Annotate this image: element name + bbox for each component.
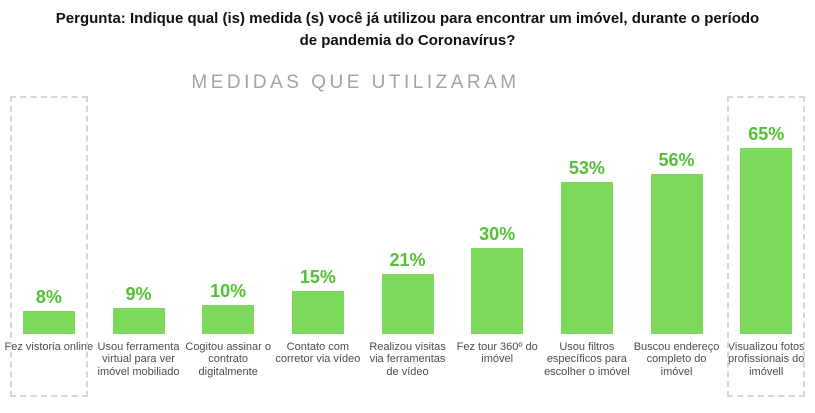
bar-value-label: 30% xyxy=(479,223,516,244)
bar-value-label: 10% xyxy=(210,280,247,301)
bar xyxy=(740,147,793,334)
bar xyxy=(650,173,703,334)
bar-value-label: 21% xyxy=(389,249,426,270)
category-label: Visualizou fotos profissionais do imóvel… xyxy=(727,340,805,379)
bar-column: 8% Fez vistoria online xyxy=(4,95,94,401)
category-label: Contato com corretor via vídeo xyxy=(275,340,361,366)
category-label: Cogitou assinar o contrato digitalmente xyxy=(185,340,271,379)
bar-column: 65% Visualizou fotos profissionais do imó… xyxy=(721,95,811,401)
category-label: Usou ferramenta virtual para ver imóvel … xyxy=(97,340,180,379)
bar xyxy=(112,307,165,334)
bar xyxy=(291,290,344,334)
chart-title: MEDIDAS QUE UTILIZARAM xyxy=(191,71,520,93)
bar-column: 53% Usou filtros específicos para escolhe… xyxy=(542,96,632,401)
bar-value-label: 53% xyxy=(568,157,605,178)
bar-value-label: 9% xyxy=(125,283,152,304)
bar-column: 56% Buscou endereço completo do imóvel xyxy=(632,96,722,401)
bar-value-label: 15% xyxy=(299,266,336,287)
category-label: Realizou visitas via ferramentas de víde… xyxy=(369,340,446,379)
bar xyxy=(471,247,524,334)
question-title: Pergunta: Indique qual (is) medida (s) v… xyxy=(55,10,760,49)
bar-column: 30% Fez tour 360º do imóvel xyxy=(452,96,542,401)
category-label: Buscou endereço completo do imóvel xyxy=(633,340,720,379)
bar xyxy=(202,304,255,334)
category-label: Fez tour 360º do imóvel xyxy=(456,340,538,366)
bar xyxy=(381,273,434,334)
bar xyxy=(560,181,613,334)
bar-chart: 8% Fez vistoria online 9% Usou ferramenta v… xyxy=(0,95,815,401)
bar-column: 21% Realizou visitas via ferramentas de v… xyxy=(363,96,453,401)
bar-column: 9% Usou ferramenta virtual para ver imóve… xyxy=(94,96,184,401)
bar-value-label: 56% xyxy=(658,149,695,170)
bar-column: 15% Contato com corretor via vídeo xyxy=(273,96,363,401)
bar xyxy=(22,310,75,334)
bar-column: 10% Cogitou assinar o contrato digitalmen… xyxy=(183,96,273,401)
category-label: Usou filtros específicos para escolher o… xyxy=(544,340,630,379)
bar-value-label: 8% xyxy=(35,286,62,307)
bar-value-label: 65% xyxy=(748,123,785,144)
category-label: Fez vistoria online xyxy=(4,340,94,353)
